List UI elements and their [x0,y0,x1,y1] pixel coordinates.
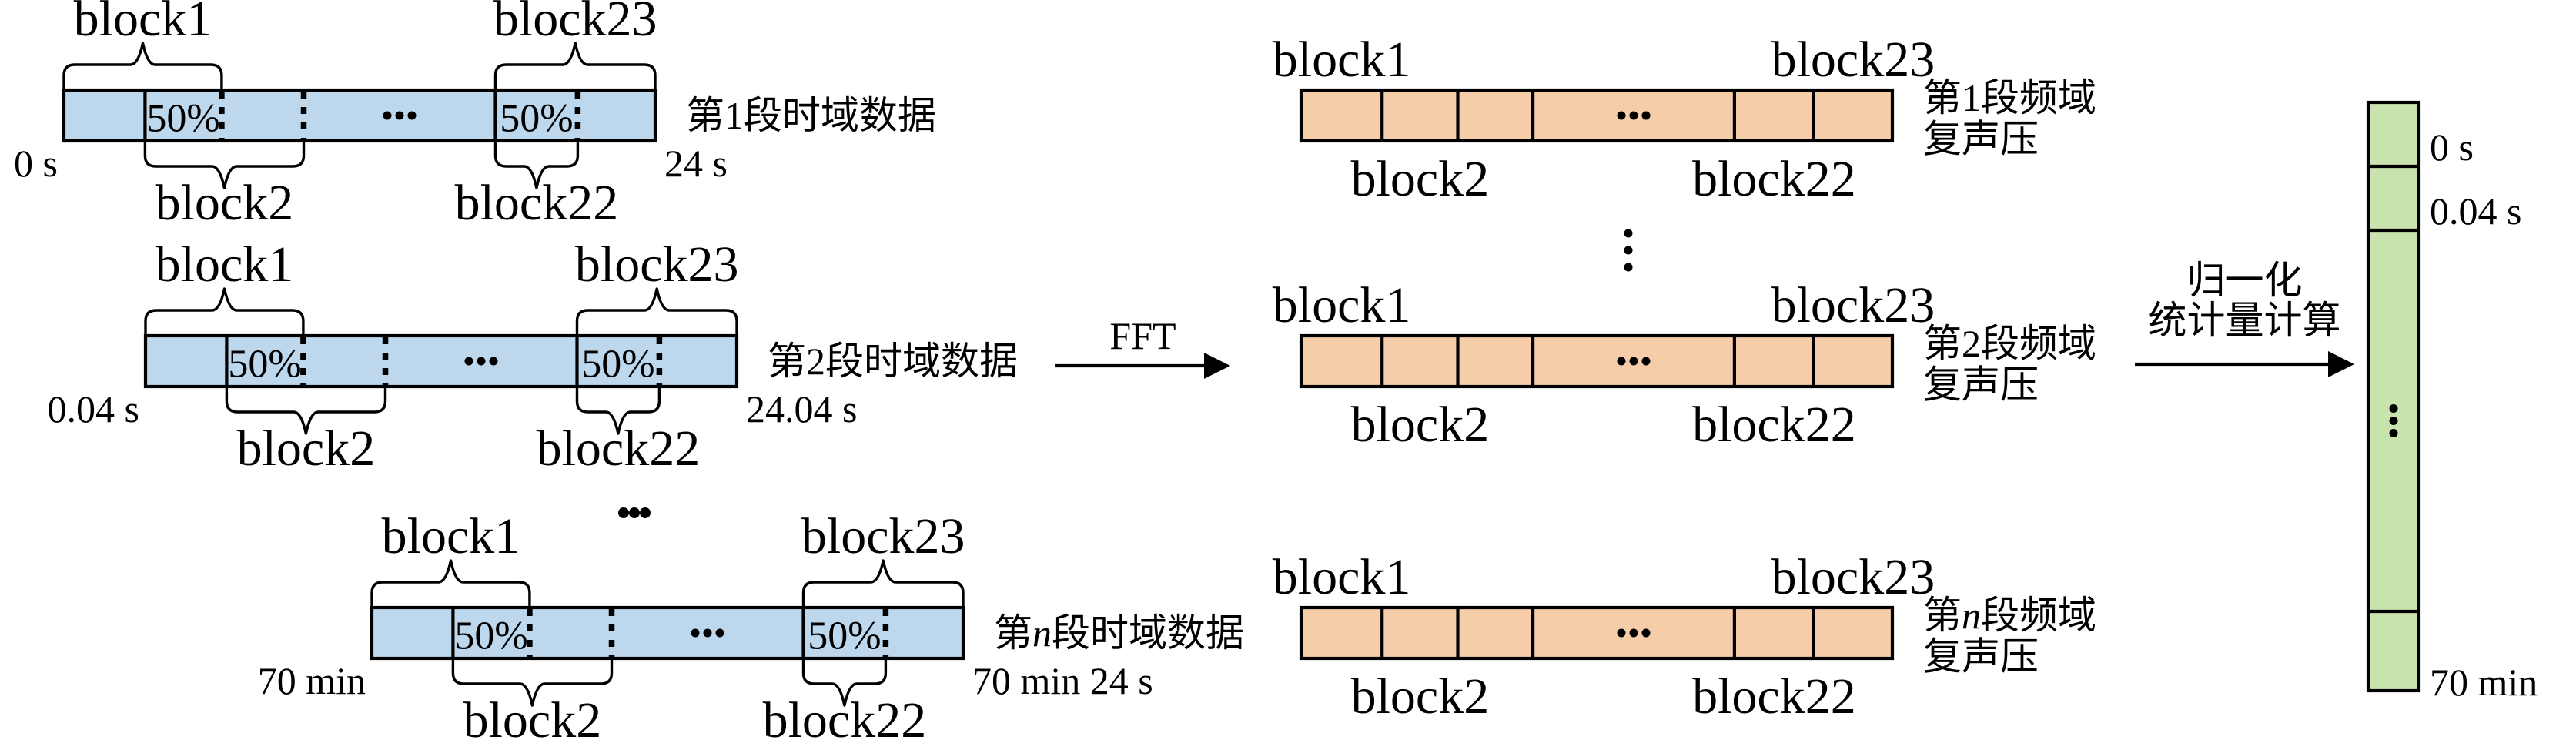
svg-text:第2段时域数据: 第2段时域数据 [768,340,1018,383]
svg-text:block22: block22 [1692,151,1856,207]
svg-text:50%: 50% [500,97,573,141]
svg-text:block22: block22 [455,175,619,231]
svg-text:0.04 s: 0.04 s [48,387,139,430]
svg-text:第1段频域: 第1段频域 [1923,76,2096,119]
svg-text:block1: block1 [156,236,294,293]
svg-text:50%: 50% [808,614,881,658]
svg-text:第2段频域: 第2段频域 [1923,322,2096,365]
svg-text:block2: block2 [1351,668,1490,725]
svg-text:50%: 50% [454,614,527,658]
svg-text:block23: block23 [801,508,965,564]
svg-text:block2: block2 [1351,397,1490,453]
svg-text:70 min: 70 min [2430,661,2538,704]
svg-text:统计量计算: 统计量计算 [2149,299,2341,342]
svg-text:block23: block23 [1771,549,1935,605]
svg-text:block2: block2 [1351,151,1490,207]
svg-text:block23: block23 [1771,277,1935,333]
svg-text:归一化: 归一化 [2187,259,2303,302]
svg-text:0 s: 0 s [14,142,58,185]
svg-text:block1: block1 [1273,549,1411,605]
svg-text:block22: block22 [537,420,701,477]
svg-text:block23: block23 [493,0,657,47]
svg-text:24 s: 24 s [664,142,728,185]
svg-text:50%: 50% [581,343,654,387]
svg-text:50%: 50% [228,343,301,387]
svg-text:block23: block23 [1771,32,1935,88]
svg-text:block2: block2 [463,692,602,748]
svg-text:block1: block1 [1273,277,1411,333]
svg-text:block22: block22 [763,692,927,748]
svg-text:复声压: 复声压 [1923,118,2039,161]
svg-text:block23: block23 [575,236,739,293]
svg-text:block1: block1 [74,0,212,47]
svg-text:70 min: 70 min [258,659,366,702]
svg-text:block2: block2 [156,175,294,231]
svg-text:0 s: 0 s [2430,126,2474,169]
svg-text:50%: 50% [146,97,219,141]
svg-text:block22: block22 [1692,397,1856,453]
svg-text:第1段时域数据: 第1段时域数据 [686,94,936,137]
svg-text:block22: block22 [1692,668,1856,725]
svg-text:24.04 s: 24.04 s [746,387,857,430]
svg-text:复声压: 复声压 [1923,363,2039,407]
svg-text:第n段时域数据: 第n段时域数据 [994,611,1244,655]
svg-text:复声压: 复声压 [1923,635,2039,678]
svg-text:0.04 s: 0.04 s [2430,189,2521,233]
svg-text:第n段频域: 第n段频域 [1923,594,2096,637]
svg-text:block1: block1 [382,508,520,564]
svg-text:block1: block1 [1273,32,1411,88]
svg-text:FFT: FFT [1109,314,1176,357]
svg-text:70 min 24 s: 70 min 24 s [972,659,1153,702]
svg-text:block2: block2 [237,420,376,477]
